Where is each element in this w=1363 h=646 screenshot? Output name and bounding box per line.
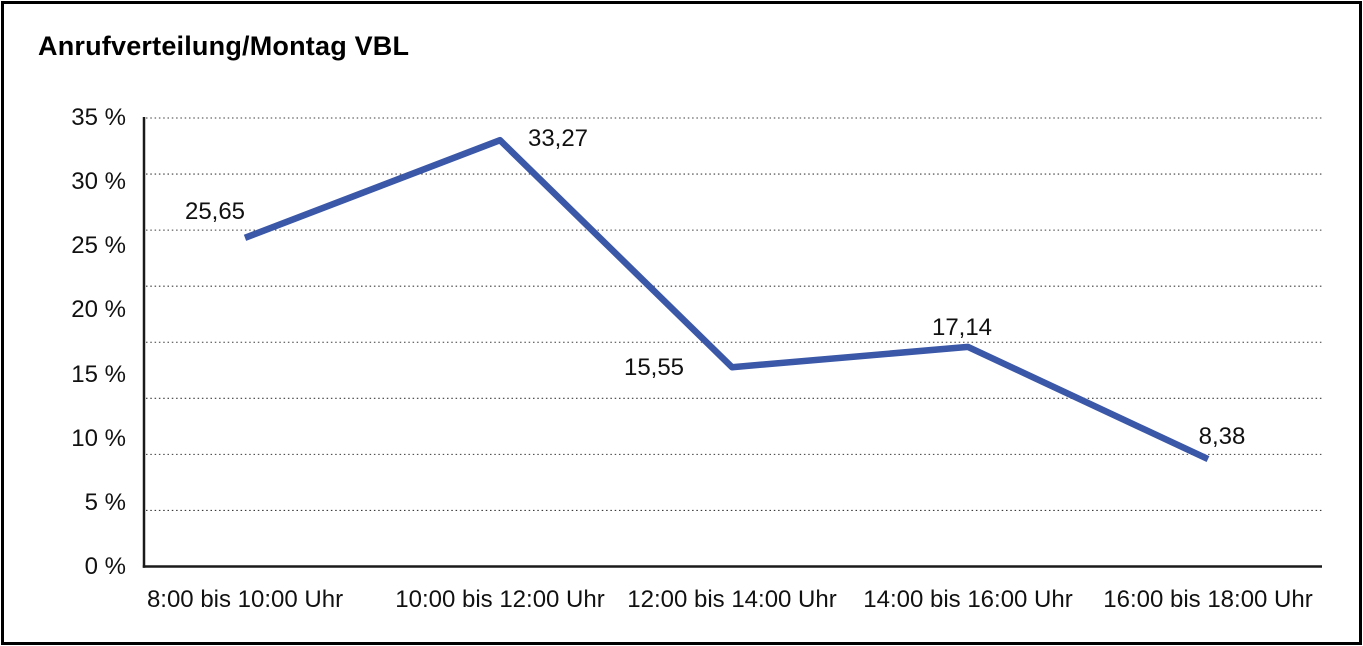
chart-title: Anrufverteilung/Montag VBL: [38, 31, 410, 61]
y-tick-label: 10 %: [71, 424, 126, 452]
data-point-label: 33,27: [527, 125, 589, 153]
y-tick-label: 30 %: [71, 168, 126, 196]
data-series-line: [243, 136, 1210, 463]
y-tick-label: 5 %: [84, 488, 126, 516]
data-point-label: 8,38: [1198, 423, 1246, 451]
x-category-label: 10:00 bis 12:00 Uhr: [395, 586, 605, 613]
y-tick-label: 0 %: [84, 553, 126, 580]
data-point-label: 15,55: [623, 354, 685, 382]
y-tick-label: 15 %: [71, 360, 126, 388]
x-category-label: 14:00 bis 16:00 Uhr: [863, 586, 1073, 613]
data-point-label: 17,14: [931, 313, 993, 341]
x-category-label: 12:00 bis 14:00 Uhr: [627, 586, 837, 613]
y-tick-label: 25 %: [71, 232, 126, 260]
y-tick-label: 20 %: [71, 296, 126, 324]
x-category-label: 8:00 bis 10:00 Uhr: [146, 586, 344, 613]
data-point-label: 25,65: [184, 197, 246, 225]
y-tick-label: 35 %: [71, 104, 126, 131]
x-category-label: 16:00 bis 18:00 Uhr: [1103, 586, 1313, 613]
